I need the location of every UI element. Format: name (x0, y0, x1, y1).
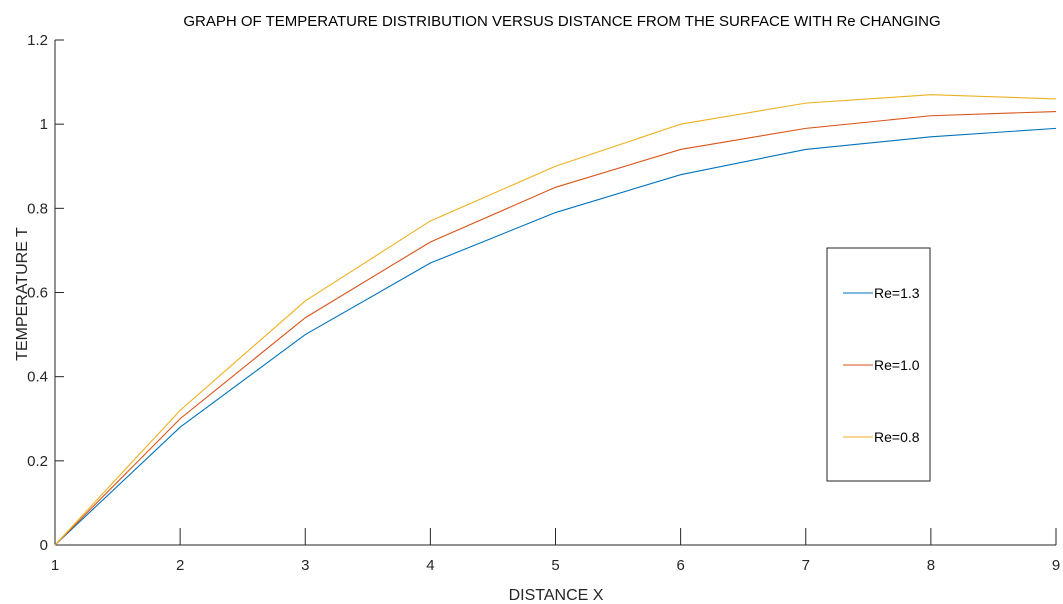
x-axis-label: DISTANCE X (509, 587, 604, 604)
y-tick-label: 0.4 (27, 369, 48, 386)
legend-label: Re=1.0 (874, 357, 920, 373)
x-tick-label: 2 (176, 557, 184, 574)
x-tick-label: 9 (1052, 557, 1060, 574)
series-lines (54, 94, 1057, 546)
series-line-1 (54, 127, 1057, 546)
chart-title: GRAPH OF TEMPERATURE DISTRIBUTION VERSUS… (183, 13, 940, 30)
y-tick-label: 0.2 (27, 453, 48, 470)
legend-label: Re=0.8 (874, 429, 920, 445)
x-tick-label: 5 (551, 557, 559, 574)
series-line-2 (54, 110, 1057, 546)
x-tick-label: 4 (426, 557, 434, 574)
x-tick-label: 8 (927, 557, 935, 574)
y-axis-label: TEMPERATURE T (14, 227, 31, 361)
y-tick-label: 0.6 (27, 285, 48, 302)
x-tick-label: 7 (802, 557, 810, 574)
series-line-3 (54, 94, 1057, 546)
x-tick-label: 1 (51, 557, 59, 574)
y-tick-label: 1.2 (27, 32, 48, 49)
y-tick-label: 0.8 (27, 200, 48, 217)
y-tick-label: 0 (40, 537, 48, 554)
y-tick-label: 1 (40, 116, 48, 133)
legend-label: Re=1.3 (874, 285, 920, 301)
x-tick-label: 6 (676, 557, 684, 574)
plot-area: 1 2 3 4 5 6 7 8 9 0 0.2 0.4 0.6 0.8 1 1.2 (27, 32, 1060, 574)
legend: Re=1.3 Re=1.0 Re=0.8 (826, 247, 931, 482)
y-axis-ticks: 0 0.2 0.4 0.6 0.8 1 1.2 (27, 32, 64, 554)
x-axis-ticks: 1 2 3 4 5 6 7 8 9 (51, 528, 1060, 574)
x-tick-label: 3 (301, 557, 309, 574)
